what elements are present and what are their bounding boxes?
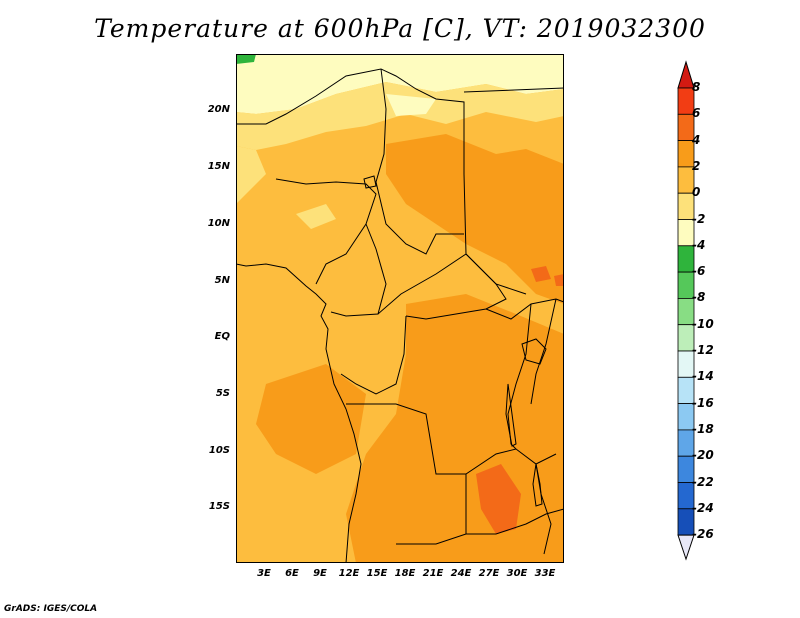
border-cameroon bbox=[330, 223, 387, 317]
lat-tick: 15S bbox=[208, 501, 230, 512]
colorbar-bottom-arrow bbox=[677, 534, 695, 561]
field-cold-north bbox=[236, 54, 564, 114]
lon-tick: 18E bbox=[394, 568, 416, 579]
colorbar-label: -24 bbox=[692, 500, 714, 515]
field-light-central bbox=[296, 204, 336, 229]
credit-text: GrADS: IGES/COLA bbox=[4, 604, 98, 614]
field-warm-east bbox=[516, 194, 564, 274]
field-hot-south bbox=[476, 464, 521, 534]
colorbar bbox=[677, 60, 695, 561]
colorbar-label: 4 bbox=[692, 132, 701, 147]
border-sahel bbox=[236, 68, 527, 295]
colorbar-label: -8 bbox=[692, 290, 706, 305]
field-warm-southwest bbox=[256, 364, 366, 474]
border-north-east bbox=[463, 87, 564, 93]
border-car bbox=[377, 253, 507, 320]
lon-tick: 21E bbox=[422, 568, 444, 579]
colorbar-label: -4 bbox=[692, 237, 706, 252]
temperature-map bbox=[236, 54, 564, 563]
map-title: Temperature at 600hPa [C], VT: 201903230… bbox=[94, 14, 706, 43]
lon-tick: 24E bbox=[450, 568, 472, 579]
lat-tick: EQ bbox=[214, 331, 230, 342]
coastline-west-africa bbox=[236, 263, 362, 563]
colorbar-label: 6 bbox=[692, 106, 701, 121]
lat-tick: 10S bbox=[208, 445, 230, 456]
border-nigeria bbox=[275, 178, 377, 285]
map-frame bbox=[236, 54, 564, 563]
field-warm-north bbox=[386, 134, 564, 304]
lon-tick: 30E bbox=[506, 568, 528, 579]
lat-tick: 5S bbox=[215, 388, 230, 399]
lat-tick: 5N bbox=[214, 275, 230, 286]
lat-tick: 10N bbox=[207, 218, 230, 229]
lon-tick: 9E bbox=[313, 568, 327, 579]
colorbar-label: 8 bbox=[692, 80, 701, 94]
lake-chad bbox=[363, 175, 377, 189]
lat-tick: 20N bbox=[207, 104, 230, 115]
colorbar-label: -26 bbox=[692, 527, 714, 542]
lake-victoria bbox=[521, 338, 547, 365]
field-light-sahara bbox=[386, 94, 436, 116]
colorbar-label: 0 bbox=[692, 185, 701, 200]
colorbar-label: -14 bbox=[692, 369, 714, 384]
colorbar-label: -10 bbox=[692, 316, 714, 331]
lon-tick: 6E bbox=[285, 568, 299, 579]
lon-tick: 12E bbox=[338, 568, 360, 579]
colorbar-label: -2 bbox=[692, 211, 706, 226]
lon-tick: 15E bbox=[366, 568, 388, 579]
colorbar-label: -18 bbox=[692, 421, 714, 436]
border-east-africa bbox=[530, 298, 557, 405]
border-zambia bbox=[436, 448, 557, 475]
colorbar-label: 2 bbox=[692, 158, 701, 173]
field-green bbox=[236, 54, 256, 64]
lon-tick: 27E bbox=[478, 568, 500, 579]
lon-tick: 33E bbox=[534, 568, 556, 579]
field-hot-nile bbox=[554, 274, 564, 286]
border-congo bbox=[340, 315, 407, 395]
lon-tick: 3E bbox=[257, 568, 271, 579]
coastlines-borders bbox=[236, 68, 564, 563]
border-zimbabwe bbox=[466, 508, 564, 535]
lake-malawi bbox=[532, 463, 543, 507]
colorbar-label: -20 bbox=[692, 448, 714, 463]
colorbar-label: -22 bbox=[692, 474, 714, 489]
lake-tanganyika bbox=[505, 383, 517, 447]
colorbar-label: -12 bbox=[692, 343, 714, 357]
colorbar-label: -16 bbox=[692, 395, 714, 410]
border-niger-chad bbox=[375, 68, 464, 255]
field-cool-west bbox=[236, 146, 266, 204]
colorbar-label: -6 bbox=[692, 264, 706, 279]
lat-tick: 15N bbox=[207, 161, 230, 172]
field-cool-north bbox=[236, 82, 564, 150]
field-hot-east bbox=[531, 266, 551, 282]
